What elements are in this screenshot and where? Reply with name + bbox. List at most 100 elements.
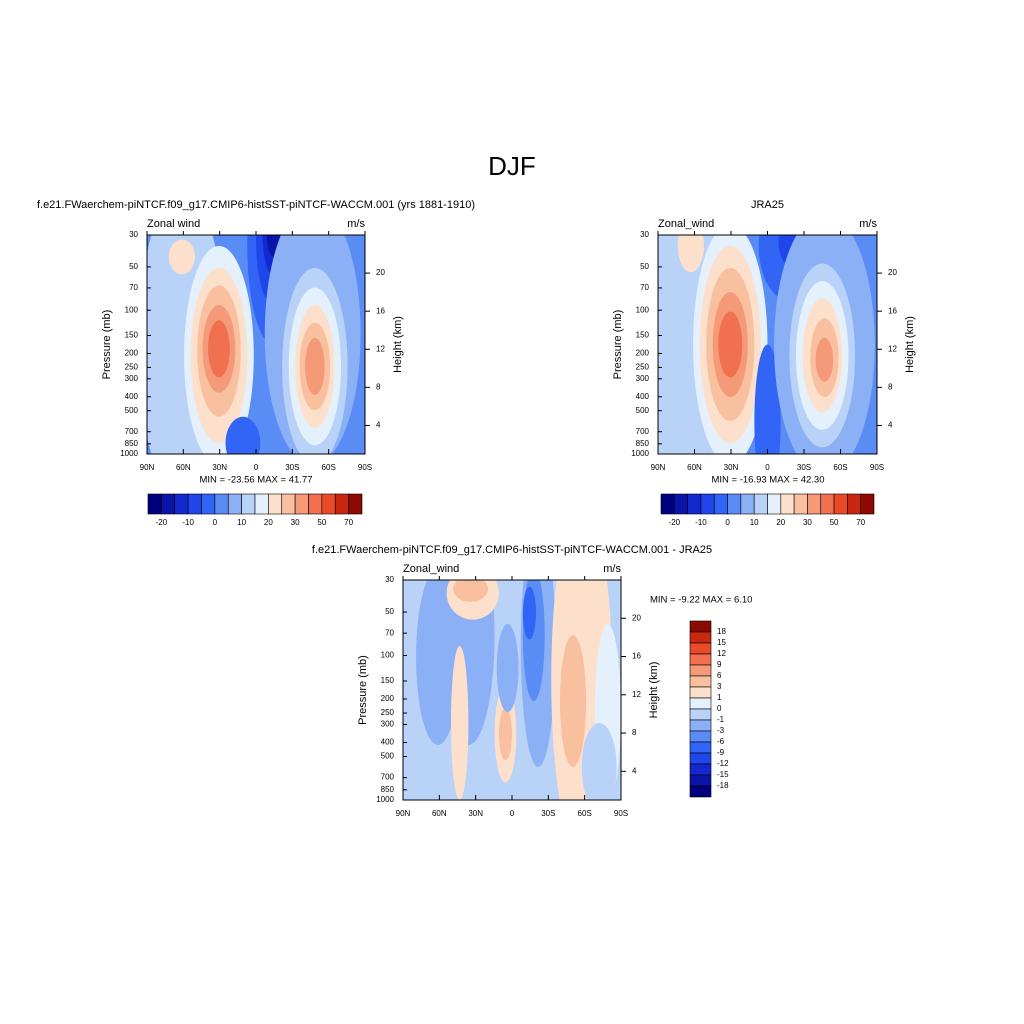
contour-field bbox=[147, 235, 365, 454]
y2-tick-label: 4 bbox=[632, 766, 637, 775]
colorbar-label: -3 bbox=[717, 726, 725, 735]
y2-tick-label: 20 bbox=[632, 613, 641, 622]
colorbar-label: 70 bbox=[856, 518, 865, 527]
colorbar-label: 3 bbox=[717, 682, 722, 691]
colorbar-box bbox=[689, 664, 712, 677]
y-tick-label: 400 bbox=[125, 392, 139, 401]
colorbar-label: 30 bbox=[291, 518, 300, 527]
colorbar-label: 0 bbox=[717, 704, 722, 713]
x-tick-label: 30N bbox=[468, 809, 483, 818]
colorbar-label: 50 bbox=[830, 518, 839, 527]
colorbar-box bbox=[689, 719, 712, 732]
y-tick-label: 150 bbox=[125, 331, 139, 340]
y2-axis-label: Height (km) bbox=[392, 316, 404, 373]
x-tick-label: 60S bbox=[833, 463, 847, 472]
y2-tick-label: 12 bbox=[888, 344, 897, 353]
y-tick-label: 400 bbox=[636, 392, 650, 401]
y-tick-label: 150 bbox=[636, 331, 650, 340]
colorbar-box bbox=[740, 493, 755, 515]
colorbar-box bbox=[227, 493, 242, 515]
y2-tick-label: 4 bbox=[888, 421, 893, 430]
y-tick-label: 500 bbox=[636, 406, 650, 415]
y2-tick-label: 20 bbox=[376, 268, 385, 277]
y-tick-label: 200 bbox=[636, 349, 650, 358]
y-tick-label: 200 bbox=[125, 349, 139, 358]
y-tick-label: 70 bbox=[385, 628, 394, 637]
x-tick-label: 30S bbox=[541, 809, 555, 818]
colorbar-box bbox=[147, 493, 162, 515]
y-tick-label: 1000 bbox=[120, 449, 138, 458]
contour-region bbox=[208, 320, 230, 378]
colorbar-box bbox=[727, 493, 742, 515]
colorbar-box bbox=[268, 493, 283, 515]
colorbar-box bbox=[780, 493, 795, 515]
x-tick-label: 90S bbox=[870, 463, 884, 472]
colorbar-box bbox=[689, 741, 712, 754]
y-tick-label: 200 bbox=[381, 694, 395, 703]
contour-region bbox=[305, 337, 325, 395]
colorbar-box bbox=[689, 697, 712, 710]
y-tick-label: 100 bbox=[125, 305, 139, 314]
colorbar-box bbox=[687, 493, 702, 515]
units-label: m/s bbox=[859, 218, 877, 230]
x-tick-label: 90N bbox=[396, 809, 411, 818]
colorbar-label: 20 bbox=[264, 518, 273, 527]
colorbar-box bbox=[254, 493, 269, 515]
contour-region bbox=[450, 646, 469, 800]
contour-region bbox=[754, 344, 781, 454]
y2-tick-label: 8 bbox=[632, 728, 637, 737]
contour-region bbox=[168, 239, 195, 275]
x-tick-label: 90S bbox=[358, 463, 372, 472]
colorbar-label: -9 bbox=[717, 748, 725, 757]
x-tick-label: 30S bbox=[797, 463, 811, 472]
colorbar-box bbox=[241, 493, 256, 515]
contour-region bbox=[225, 416, 261, 454]
x-tick-label: 30S bbox=[285, 463, 299, 472]
colorbar-label: 20 bbox=[776, 518, 785, 527]
contour-region bbox=[559, 635, 587, 767]
field-label: Zonal_wind bbox=[658, 218, 714, 230]
stats-label: MIN = -16.93 MAX = 42.30 bbox=[711, 475, 824, 486]
colorbar-label: -20 bbox=[156, 518, 168, 527]
contour-region bbox=[498, 707, 512, 761]
colorbar-box bbox=[689, 631, 712, 644]
y-tick-label: 30 bbox=[129, 230, 138, 239]
y-tick-label: 850 bbox=[636, 439, 650, 448]
contour-region bbox=[453, 580, 489, 602]
colorbar-box bbox=[201, 493, 216, 515]
y-tick-label: 850 bbox=[381, 785, 395, 794]
colorbar-box bbox=[713, 493, 728, 515]
y-tick-label: 300 bbox=[636, 374, 650, 383]
x-tick-label: 60N bbox=[687, 463, 702, 472]
colorbar-box bbox=[689, 785, 712, 798]
colorbar-box bbox=[847, 493, 861, 515]
colorbar-box bbox=[820, 493, 835, 515]
y-tick-label: 700 bbox=[636, 427, 650, 436]
x-tick-label: 60N bbox=[176, 463, 191, 472]
y-tick-label: 700 bbox=[125, 427, 139, 436]
colorbar-label: -18 bbox=[717, 781, 729, 790]
y-tick-label: 850 bbox=[125, 439, 139, 448]
colorbar-box bbox=[161, 493, 176, 515]
contour-region bbox=[677, 235, 704, 273]
y-tick-label: 250 bbox=[636, 363, 650, 372]
y-tick-label: 150 bbox=[381, 676, 395, 685]
colorbar-label: 15 bbox=[717, 638, 726, 647]
colorbar-label: 0 bbox=[213, 518, 218, 527]
y-tick-label: 100 bbox=[381, 651, 395, 660]
colorbar-box bbox=[793, 493, 808, 515]
colorbar-box bbox=[689, 686, 712, 699]
y2-tick-label: 20 bbox=[888, 268, 897, 277]
colorbar-label: -20 bbox=[669, 518, 681, 527]
colorbar-box bbox=[689, 752, 712, 765]
stats-label: MIN = -9.22 MAX = 6.10 bbox=[650, 595, 752, 606]
colorbar-box bbox=[833, 493, 848, 515]
x-tick-label: 30N bbox=[212, 463, 227, 472]
y-tick-label: 400 bbox=[381, 738, 395, 747]
colorbar-label: 10 bbox=[237, 518, 246, 527]
y-tick-label: 250 bbox=[381, 708, 395, 717]
colorbar-box bbox=[308, 493, 323, 515]
y2-tick-label: 4 bbox=[376, 421, 381, 430]
y-tick-label: 100 bbox=[636, 305, 650, 314]
y-tick-label: 1000 bbox=[376, 795, 394, 804]
